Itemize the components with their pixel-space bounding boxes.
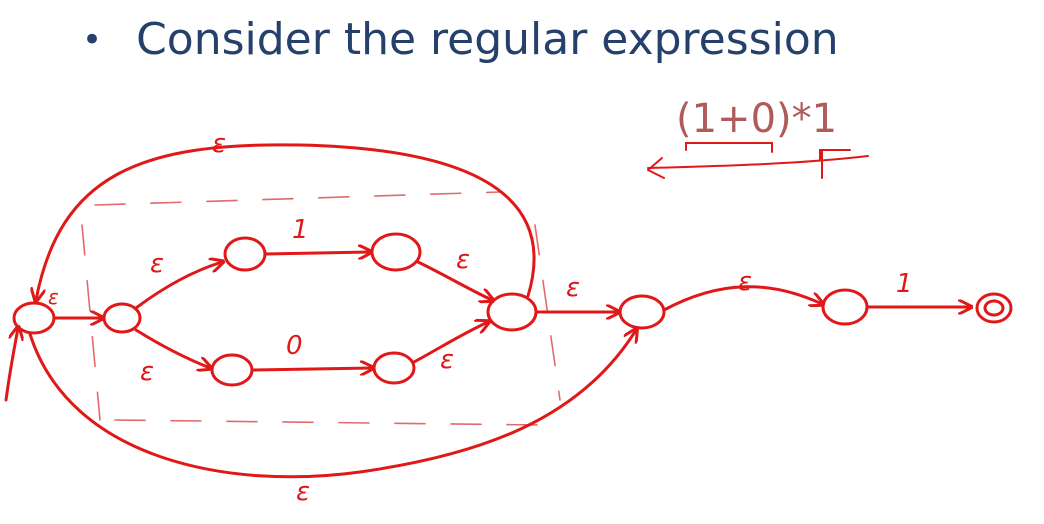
- state-lower-2: [372, 351, 416, 385]
- edge-split-upper: [134, 262, 222, 310]
- state-lower-1: [210, 353, 254, 387]
- label-lower-out: ε: [440, 345, 454, 375]
- label-lower-symbol: 0: [286, 331, 303, 361]
- state-accept: [975, 292, 1013, 324]
- edge-split-lower: [134, 328, 210, 368]
- state-before-1: [821, 288, 869, 326]
- label-bottom-bypass: ε: [296, 477, 310, 507]
- regex-expression: (1+0)*1: [676, 96, 838, 142]
- label-join: ε: [566, 273, 580, 303]
- label-mid: ε: [738, 267, 752, 297]
- edge-lower-out: [412, 322, 488, 364]
- state-upper-2: [370, 232, 422, 272]
- label-upper-in: ε: [150, 249, 164, 279]
- state-upper-1: [223, 236, 267, 272]
- start-arrow: [4, 328, 18, 402]
- edge-bottom-bypass: [28, 330, 636, 479]
- edge-upper-1: [263, 252, 370, 254]
- edge-upper-out: [416, 260, 492, 300]
- edge-to-before-1: [662, 285, 822, 312]
- label-lower-in: ε: [140, 357, 154, 387]
- label-upper-out: ε: [456, 245, 470, 275]
- transition-labels: ε ε ε 1 ε ε 0 ε ε ε 1 ε: [48, 129, 913, 507]
- bullet-line: • Consider the regular expression: [82, 14, 839, 65]
- label-upper-symbol: 1: [292, 215, 309, 245]
- bullet-icon: •: [82, 19, 103, 60]
- label-top-loop: ε: [212, 129, 226, 159]
- dashed-subautomaton-box: [81, 191, 561, 426]
- slide-bullet-text: Consider the regular expression: [136, 14, 839, 65]
- label-final-symbol: 1: [896, 269, 913, 299]
- state-after-star: [618, 294, 666, 330]
- edge-loop-back: [36, 143, 536, 300]
- regex-underline-marks: [647, 142, 869, 179]
- state-join: [486, 292, 538, 332]
- label-start-loop: ε: [48, 285, 59, 309]
- transitions: [4, 143, 970, 479]
- edge-lower-0: [250, 368, 372, 370]
